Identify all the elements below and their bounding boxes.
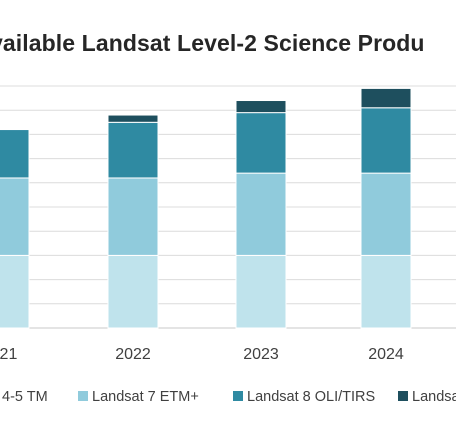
bar-segment — [360, 254, 412, 329]
chart-title: vailable Landsat Level-2 Science Produ — [0, 30, 425, 56]
bar-segment — [360, 87, 412, 109]
x-tick-label: 2024 — [368, 346, 404, 363]
bar-segment — [235, 100, 287, 114]
bar-segment — [0, 254, 30, 329]
bar-segment — [360, 107, 412, 174]
legend-label: Landsat 8 OLI/TIRS — [247, 389, 375, 405]
bar-segment — [107, 177, 159, 256]
bar-segment — [235, 112, 287, 174]
bar-segment — [107, 254, 159, 329]
bar-segment — [107, 121, 159, 179]
legend-swatch — [78, 391, 88, 401]
bar-segment — [0, 177, 30, 256]
legend-swatch — [233, 391, 243, 401]
x-tick-label: 021 — [0, 346, 17, 363]
legend-label: 4-5 TM — [2, 389, 48, 405]
legend-label: Landsat 7 ETM+ — [92, 389, 199, 405]
legend-swatch — [398, 391, 408, 401]
x-tick-label: 2022 — [115, 346, 151, 363]
bar-segment — [235, 254, 287, 329]
bar-segment — [360, 172, 412, 256]
legend-label: Landsa — [412, 389, 456, 405]
bar-segment — [235, 172, 287, 256]
bar-segment — [107, 114, 159, 123]
x-tick-label: 2023 — [243, 346, 279, 363]
bar-segment — [0, 129, 30, 179]
